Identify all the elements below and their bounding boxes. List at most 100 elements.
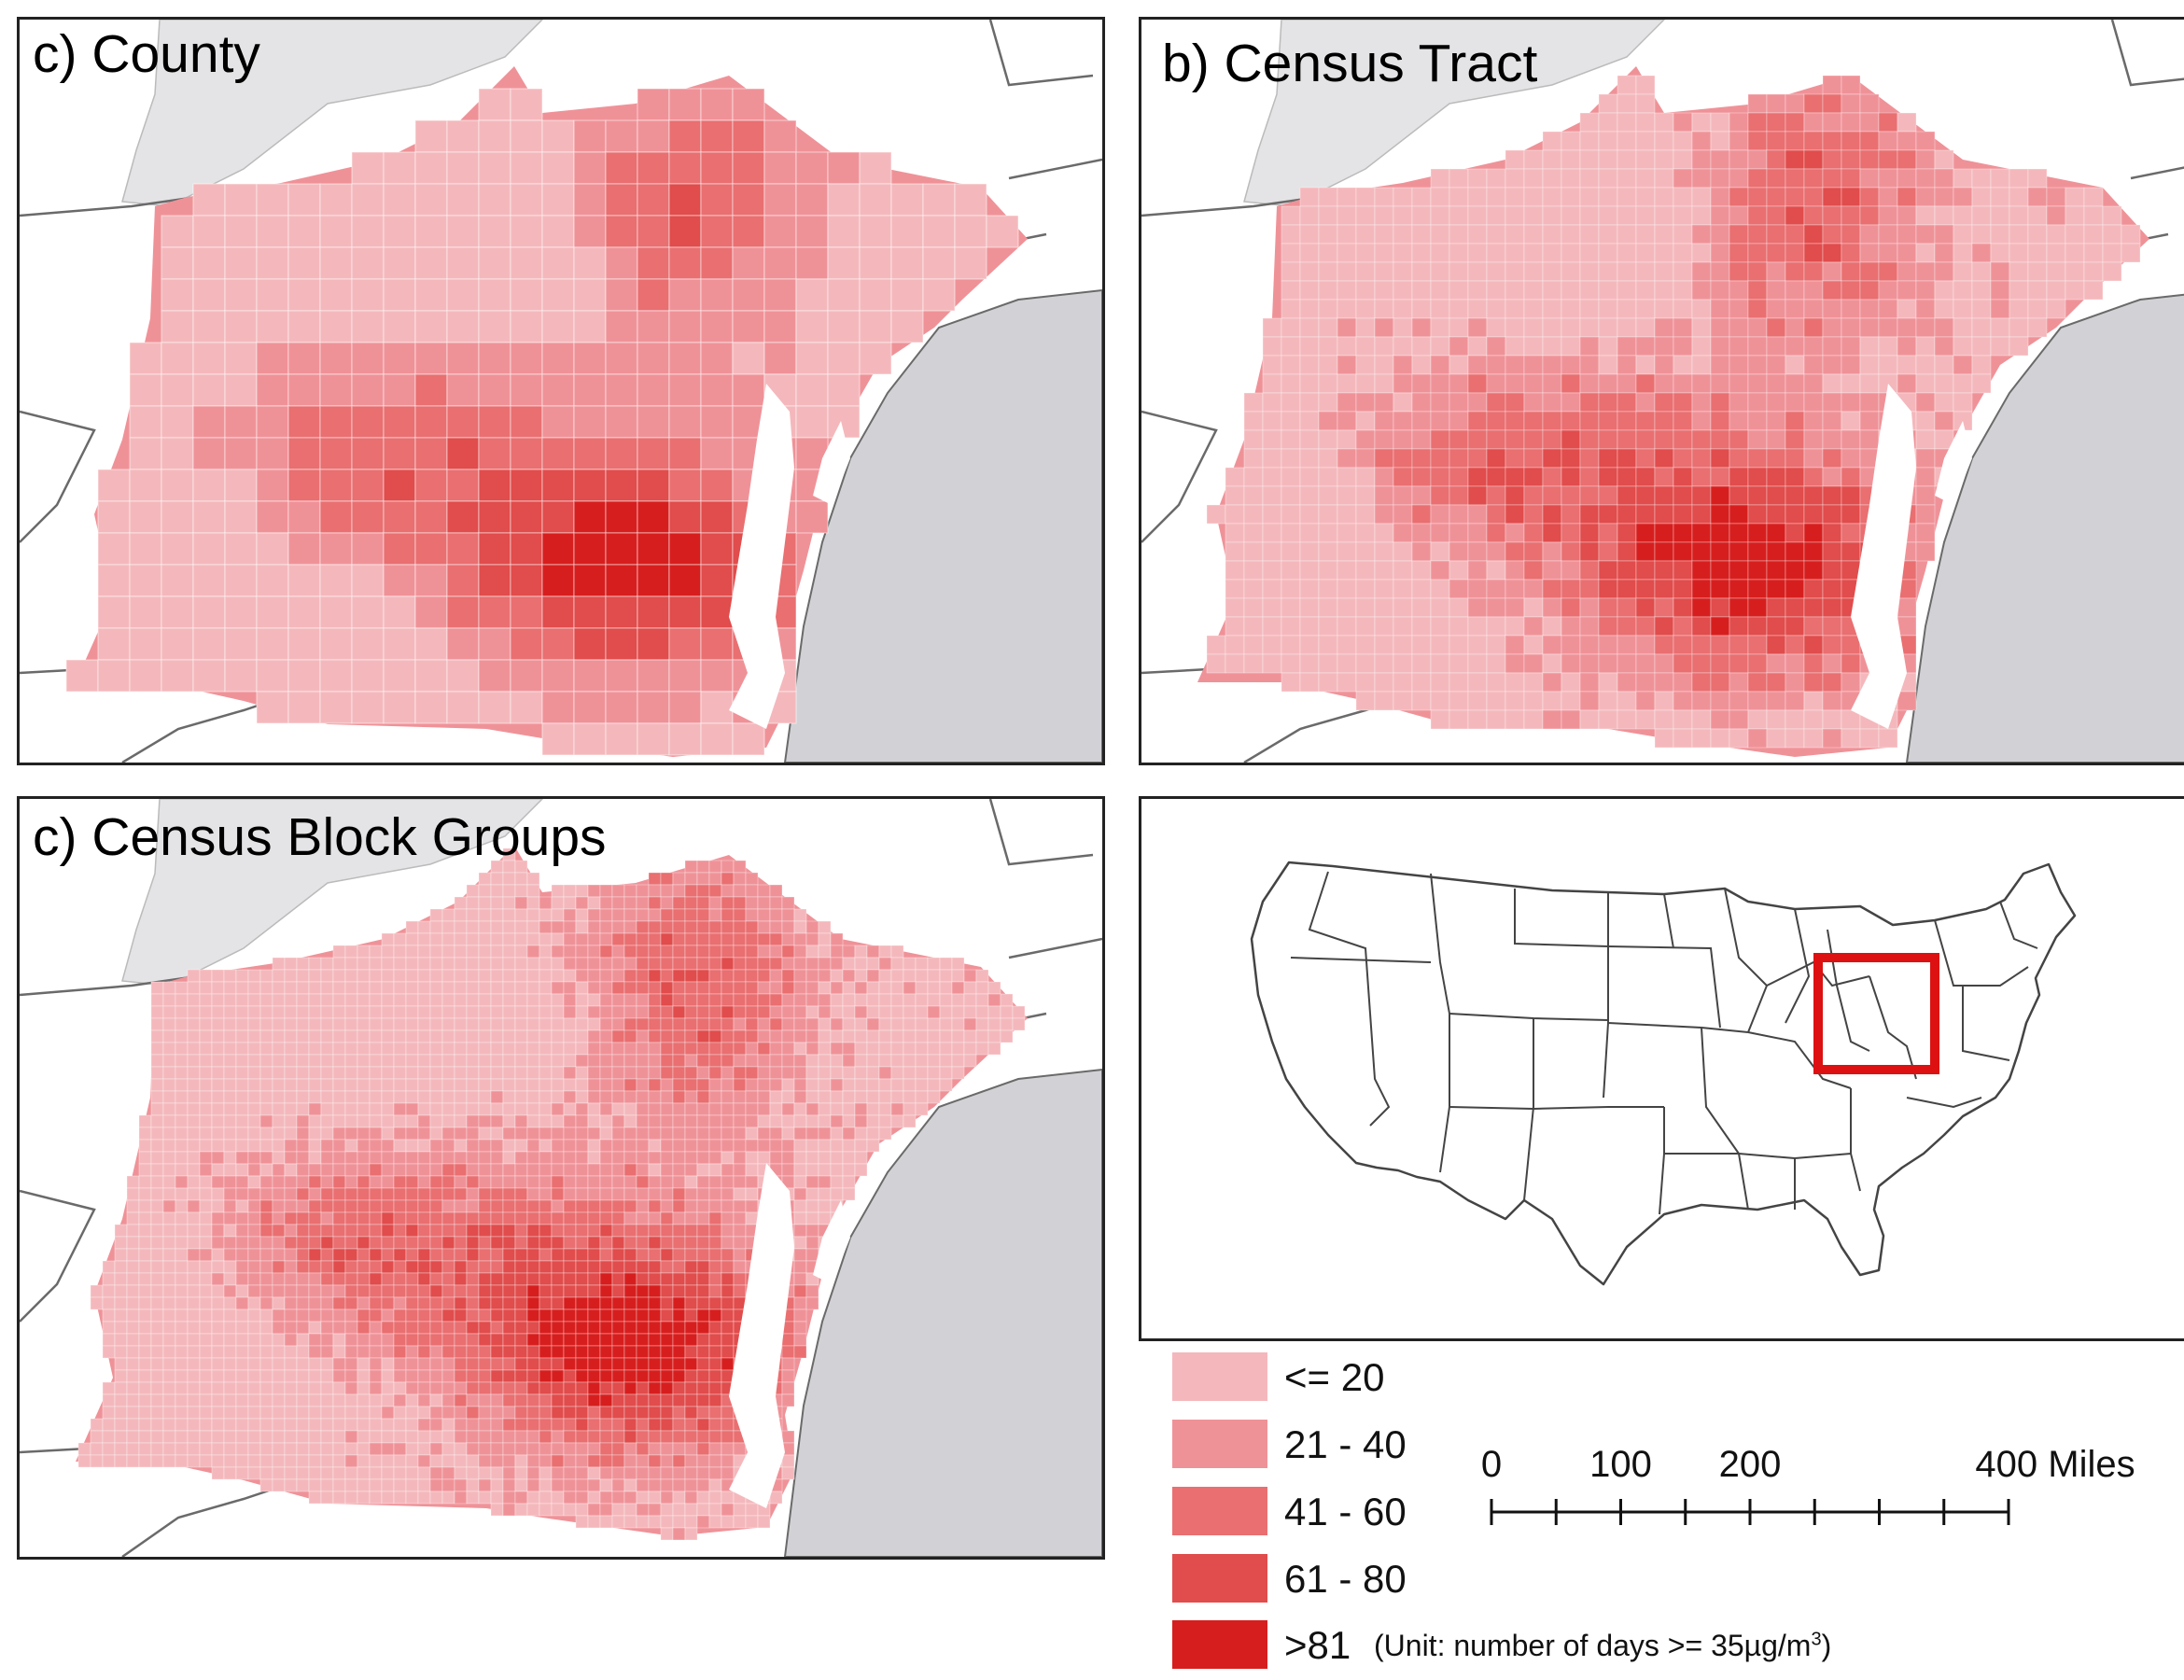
map-cell [733, 932, 747, 946]
map-cell [211, 1466, 225, 1480]
map-cell [2046, 299, 2066, 319]
map-cell [1598, 541, 1618, 562]
map-cell [150, 1114, 164, 1128]
map-cell [490, 1406, 504, 1420]
map-cell [114, 1224, 128, 1238]
map-cell [308, 969, 322, 983]
map-cell [700, 405, 734, 439]
map-cell [97, 469, 131, 502]
map-cell [1579, 616, 1600, 637]
map-cell [199, 1151, 213, 1165]
map-cell [320, 1236, 334, 1250]
map-cell [344, 957, 358, 971]
map-cell [332, 1211, 346, 1225]
map-cell [1299, 653, 1320, 674]
map-cell [259, 1224, 273, 1238]
map-cell [90, 1296, 104, 1310]
map-cell [126, 1284, 140, 1298]
map-cell [161, 500, 194, 534]
map-cell [781, 1029, 795, 1043]
map-cell [599, 1503, 613, 1517]
map-cell [827, 310, 861, 343]
map-cell [1841, 355, 1861, 375]
map-cell [672, 1442, 686, 1456]
map-cell [1449, 373, 1469, 394]
map-cell [429, 993, 443, 1007]
map-cell [1822, 149, 1842, 170]
map-cell [1785, 149, 1805, 170]
map-cell [510, 342, 543, 375]
map-cell [1430, 616, 1450, 637]
map-cell [502, 1406, 516, 1420]
map-cell [1785, 187, 1805, 207]
map-cell [708, 1139, 722, 1153]
map-cell [256, 564, 289, 597]
map-cell [648, 1114, 662, 1128]
map-cell [1505, 336, 1525, 357]
map-cell [1411, 280, 1432, 301]
map-cell [636, 1284, 650, 1298]
map-cell [805, 1017, 819, 1031]
map-cell [915, 1066, 929, 1080]
map-cell [668, 119, 702, 153]
map-cell [502, 1078, 516, 1092]
map-cell [1262, 485, 1282, 506]
map-cell [1337, 429, 1357, 450]
map-cell [1859, 149, 1880, 170]
map-cell [575, 969, 589, 983]
map-cell [757, 1515, 771, 1529]
map-cell [611, 1114, 625, 1128]
map-cell [866, 1102, 880, 1116]
map-cell [636, 1211, 650, 1225]
map-cell [417, 1090, 431, 1104]
map-cell [708, 957, 722, 971]
map-cell [381, 1369, 395, 1383]
map-cell [696, 1515, 710, 1529]
map-cell [660, 1102, 674, 1116]
map-cell [951, 1066, 965, 1080]
map-cell [150, 1248, 164, 1262]
map-cell [672, 884, 686, 898]
map-cell [417, 1199, 431, 1213]
map-cell [466, 945, 480, 959]
map-cell [414, 691, 448, 724]
map-cell [490, 1114, 504, 1128]
map-cell [648, 1309, 662, 1323]
map-cell [126, 1296, 140, 1310]
map-cell [1617, 336, 1637, 357]
map-cell [1785, 560, 1805, 581]
map-cell [393, 1211, 407, 1225]
map-cell [381, 1078, 395, 1092]
map-cell [192, 278, 226, 312]
map-cell [514, 1248, 528, 1262]
map-cell [1430, 261, 1450, 282]
map-cell [781, 957, 795, 971]
map-cell [319, 691, 353, 724]
map-cell [272, 1406, 286, 1420]
map-cell [381, 981, 395, 995]
map-cell [781, 1054, 795, 1068]
map-cell [1617, 205, 1637, 226]
map-cell [599, 1284, 613, 1298]
map-cell [1990, 299, 2010, 319]
map-cell [1635, 448, 1656, 469]
map-cell [563, 1236, 577, 1250]
map-cell [721, 1442, 735, 1456]
map-cell [648, 1515, 662, 1529]
map-cell [611, 1357, 625, 1371]
map-cell [1803, 336, 1824, 357]
map-cell [611, 1491, 625, 1505]
map-cell [199, 1066, 213, 1080]
map-cell [175, 1260, 189, 1274]
map-cell [599, 908, 613, 922]
map-cell [308, 1466, 322, 1480]
map-cell [187, 1102, 201, 1116]
map-cell [514, 1381, 528, 1395]
map-cell [259, 1151, 273, 1165]
map-cell [1859, 336, 1880, 357]
map-cell [636, 1430, 650, 1444]
map-cell [1598, 373, 1618, 394]
map-cell [1617, 187, 1637, 207]
map-cell [417, 1211, 431, 1225]
map-cell [854, 1054, 868, 1068]
